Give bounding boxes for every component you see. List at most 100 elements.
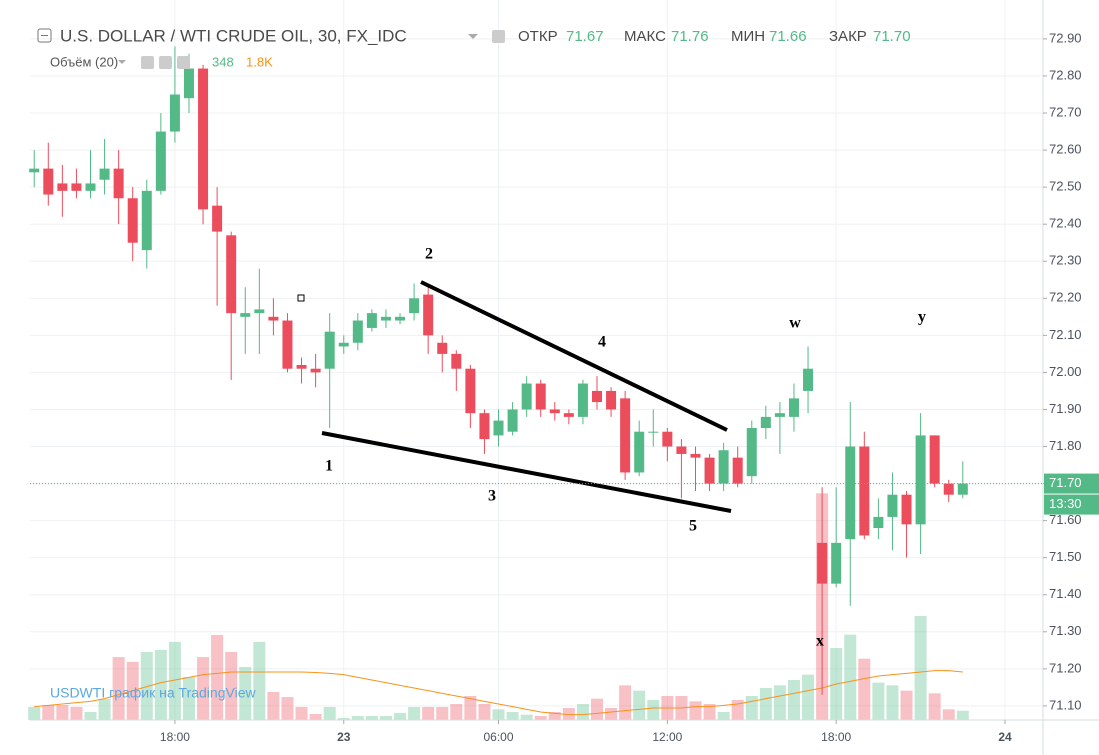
candle-body	[366, 313, 377, 328]
candle-body	[662, 431, 673, 447]
candle-body	[732, 457, 743, 484]
volume-bar	[717, 712, 730, 720]
volume-bar	[787, 680, 800, 720]
candle-body	[887, 494, 898, 517]
volume-bar	[731, 700, 744, 720]
volume-ma-line	[34, 670, 963, 716]
candle-body	[493, 420, 504, 436]
candle-body	[915, 435, 926, 525]
volume-bar	[956, 710, 969, 720]
candle-body	[704, 457, 715, 484]
volume-bar	[928, 693, 941, 720]
remove-icon[interactable]	[177, 56, 190, 69]
volume-bar	[773, 685, 786, 720]
candle-body	[943, 483, 954, 495]
y-tick-label: 71.20	[1049, 660, 1082, 675]
countdown-tag	[1044, 494, 1099, 515]
candle-body	[606, 390, 617, 410]
volume-bar	[281, 697, 294, 720]
y-tick-label: 72.10	[1049, 327, 1082, 342]
candle-body	[43, 168, 54, 195]
ohlc-label: МИН	[731, 28, 765, 45]
volume-bar	[633, 690, 646, 720]
volume-bar	[42, 705, 55, 720]
volume-bar	[295, 706, 308, 720]
volume-bar	[689, 701, 702, 720]
candle-body	[99, 168, 110, 180]
candle-body	[395, 316, 406, 321]
candle-body	[409, 298, 420, 314]
volume-bar	[211, 634, 224, 720]
y-tick-label: 72.00	[1049, 364, 1082, 379]
volume-bar	[28, 706, 41, 720]
candle-body	[71, 183, 82, 191]
volume-bar	[394, 713, 407, 720]
candle-body	[929, 435, 940, 484]
marker	[297, 294, 305, 302]
ohlc-value: 71.67	[566, 28, 604, 45]
volume-bar	[647, 700, 660, 720]
volume-bar	[492, 709, 505, 720]
candle-body	[690, 453, 701, 458]
candle-body	[774, 413, 785, 417]
volume-bar	[872, 682, 885, 720]
ohlc-value: 71.70	[873, 28, 911, 45]
volume-bar	[562, 708, 575, 720]
y-tick-label: 71.30	[1049, 623, 1082, 638]
visibility-icon[interactable]	[141, 56, 154, 69]
volume-bar	[858, 658, 871, 720]
candle-body	[437, 342, 448, 354]
candle-body	[212, 205, 223, 232]
volume-bar	[70, 706, 83, 720]
ohlc-value: 71.66	[769, 28, 807, 45]
volume-bar	[337, 718, 350, 720]
collapse-icon[interactable]	[37, 28, 52, 43]
ohlc-label: МАКС	[624, 28, 666, 45]
candle-body	[352, 320, 363, 343]
settings-icon[interactable]	[492, 30, 505, 43]
volume-bar	[168, 641, 181, 720]
candle-body	[169, 94, 180, 132]
y-tick-label: 72.40	[1049, 216, 1082, 231]
annotation: 2	[425, 246, 433, 263]
y-tick-label: 71.40	[1049, 586, 1082, 601]
dropdown[interactable]	[468, 34, 478, 39]
candle-body	[423, 294, 434, 336]
last-price-label: 71.70	[1049, 475, 1082, 490]
x-tick-label: 06:00	[483, 730, 513, 744]
settings-icon[interactable]	[159, 56, 172, 69]
x-tick-label: 18:00	[160, 730, 190, 744]
volume-bar	[464, 696, 477, 720]
x-tick-label: 12:00	[652, 730, 682, 744]
candle-body	[85, 183, 96, 191]
volume-bar	[140, 652, 153, 720]
y-tick-label: 71.60	[1049, 512, 1082, 527]
volume-bar	[548, 712, 561, 720]
volume-ma-value: 1.8K	[246, 54, 273, 69]
volume-bar	[84, 712, 97, 720]
volume-bar	[239, 666, 252, 720]
candle-body	[268, 316, 279, 321]
volume-bar	[703, 704, 716, 720]
candle-body	[859, 446, 870, 536]
volume-bar	[534, 716, 547, 720]
candle-body	[451, 353, 462, 369]
annotation: y	[918, 309, 926, 326]
candle-body	[155, 131, 166, 191]
y-tick-label: 71.50	[1049, 549, 1082, 564]
candle-body	[240, 313, 251, 317]
y-tick-label: 71.90	[1049, 401, 1082, 416]
annotation: x	[816, 633, 824, 650]
candle-body	[549, 409, 560, 414]
candle-body	[803, 368, 814, 391]
candle-body	[183, 68, 194, 99]
y-tick-label: 72.90	[1049, 30, 1082, 45]
candle-body	[479, 413, 490, 440]
candle-body	[577, 383, 588, 417]
candle-body	[338, 342, 349, 347]
candle-body	[465, 368, 476, 414]
volume-label: Объём (20)	[50, 54, 118, 69]
dropdown[interactable]	[118, 60, 126, 64]
volume-bar	[112, 657, 125, 720]
